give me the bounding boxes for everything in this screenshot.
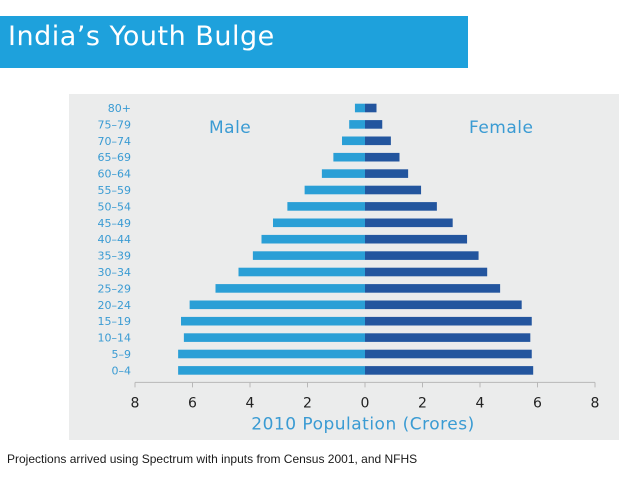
age-label: 65–69: [98, 151, 132, 164]
male-bar: [287, 202, 365, 211]
female-bar: [365, 218, 453, 228]
slide-title: India’s Youth Bulge: [8, 21, 275, 52]
male-bar: [178, 349, 365, 359]
x-tick-label: 4: [246, 395, 255, 411]
age-label: 0–4: [112, 364, 132, 377]
male-bar: [333, 152, 365, 162]
female-bar: [365, 234, 468, 244]
age-label: 20–24: [98, 299, 132, 312]
male-bar: [261, 234, 365, 244]
female-bar: [365, 316, 532, 326]
male-bar: [273, 218, 365, 228]
title-bar: [0, 16, 468, 68]
male-bar: [181, 316, 365, 326]
male-bar: [349, 120, 365, 129]
age-label: 80+: [108, 102, 131, 115]
age-label: 5–9: [112, 348, 132, 361]
population-pyramid-chart: 80+75–7970–7465–6960–6455–5950–5445–4940…: [98, 102, 600, 434]
x-tick-label: 8: [591, 395, 600, 411]
male-bar: [354, 103, 365, 113]
age-label: 10–14: [98, 332, 132, 345]
female-bar: [365, 202, 437, 211]
male-bar: [342, 136, 365, 146]
source-caption: Projections arrived using Spectrum with …: [7, 452, 418, 466]
x-tick-label: 6: [533, 395, 542, 411]
age-label: 40–44: [98, 233, 132, 246]
male-bar: [238, 267, 365, 277]
x-tick-label: 4: [476, 395, 485, 411]
male-bar: [304, 185, 365, 195]
male-bar: [252, 251, 365, 260]
x-tick-label: 2: [303, 395, 312, 411]
female-bar: [365, 349, 532, 359]
female-bar: [365, 185, 422, 195]
male-bar: [215, 284, 365, 293]
female-bar: [365, 333, 531, 342]
female-bar: [365, 120, 383, 129]
legend-male-label: Male: [209, 118, 251, 138]
male-bar: [178, 366, 365, 375]
x-tick-label: 6: [188, 395, 197, 411]
x-tick-label: 8: [131, 395, 140, 411]
age-label: 55–59: [98, 184, 132, 197]
age-label: 70–74: [98, 135, 132, 148]
female-bar: [365, 152, 400, 162]
female-bar: [365, 366, 534, 375]
age-label: 50–54: [98, 200, 132, 213]
female-bar: [365, 267, 488, 277]
male-bar: [189, 300, 365, 310]
x-axis-title: 2010 Population (Crores): [251, 414, 474, 434]
age-label: 25–29: [98, 282, 132, 295]
male-bar: [183, 333, 365, 342]
age-label: 75–79: [98, 118, 132, 131]
age-label: 15–19: [98, 315, 132, 328]
male-bar: [321, 169, 365, 178]
legend-female-label: Female: [469, 118, 533, 138]
female-bar: [365, 103, 377, 113]
female-bar: [365, 300, 522, 310]
age-label: 45–49: [98, 217, 132, 230]
x-tick-label: 2: [418, 395, 427, 411]
female-bar: [365, 284, 501, 293]
female-bar: [365, 251, 479, 260]
age-label: 30–34: [98, 266, 132, 279]
female-bar: [365, 169, 409, 178]
age-label: 35–39: [98, 250, 132, 263]
age-label: 60–64: [98, 168, 132, 181]
female-bar: [365, 136, 391, 146]
x-tick-label: 0: [361, 395, 370, 411]
